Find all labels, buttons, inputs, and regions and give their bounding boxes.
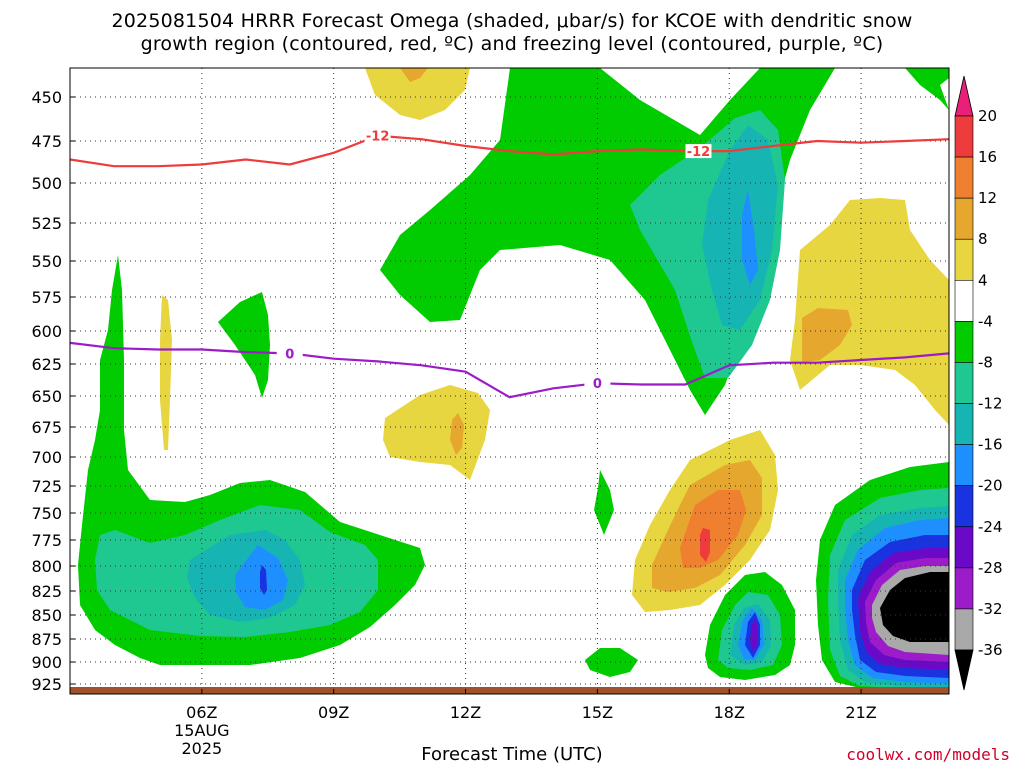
- omega-region-yellow: [365, 68, 470, 120]
- contour-label-bg: [685, 144, 712, 159]
- colorbar-tick-label: 16: [978, 148, 997, 166]
- chart-title-line-1: 2025081504 HRRR Forecast Omega (shaded, …: [111, 10, 913, 32]
- colorbar-tick-label: 8: [978, 230, 988, 248]
- colorbar-tick-label: -24: [978, 518, 1003, 536]
- y-tick-label: 925: [31, 675, 62, 694]
- colorbar-tick-label: -32: [978, 600, 1003, 618]
- y-tick-label: 750: [31, 504, 62, 523]
- colorbar-bin: [954, 321, 974, 363]
- contour-line: [70, 134, 949, 168]
- colorbar-tick-label: 4: [978, 271, 988, 289]
- colorbar-bin: [954, 485, 974, 528]
- omega-region-green: [585, 648, 638, 677]
- colorbar-bin: [954, 280, 974, 322]
- y-tick-label: 625: [31, 355, 62, 374]
- y-tick-label: 550: [31, 252, 62, 271]
- colorbar-bin: [954, 197, 974, 240]
- x-tick-label: 18Z: [714, 703, 745, 722]
- colorbar-top-arrow: [954, 75, 974, 117]
- isotherm-contours: -12 -12 0 0: [70, 128, 949, 399]
- colorbar-tick-label: -12: [978, 395, 1003, 413]
- omega-region-purple: [750, 618, 758, 652]
- contour-label-bg: [584, 376, 611, 391]
- y-tick-label: 850: [31, 606, 62, 625]
- y-tick-label: 450: [31, 88, 62, 107]
- colorbar-tick-label: -16: [978, 436, 1003, 454]
- x-tick-label: 06Z: [186, 703, 217, 722]
- y-tick-label: 600: [31, 322, 62, 341]
- colorbar-tick-label: -20: [978, 477, 1003, 495]
- contour-label-bg: [276, 346, 303, 361]
- colorbar-bin: [954, 608, 974, 651]
- colorbar-bin: [954, 444, 974, 486]
- y-axis-ticks: 450 475 500 525 550 575 600 625 650 675 700 725 750 7…: [31, 88, 75, 694]
- y-tick-label: 575: [31, 288, 62, 307]
- contour-line: [70, 341, 949, 399]
- omega-region-orange: [450, 413, 464, 455]
- omega-region-black: [880, 572, 949, 642]
- y-tick-label: 825: [31, 582, 62, 601]
- omega-region-darkblue: [260, 565, 267, 595]
- y-tick-label: 500: [31, 174, 62, 193]
- omega-region-orange: [400, 68, 428, 82]
- omega-region-yellow: [383, 385, 490, 480]
- y-tick-label: 725: [31, 477, 62, 496]
- credit-text: coolwx.com/models: [846, 745, 1010, 764]
- y-tick-label: 700: [31, 448, 62, 467]
- colorbar-bin: [954, 115, 974, 158]
- chart-title-line-2: growth region (contoured, red, ºC) and f…: [140, 33, 884, 55]
- y-tick-label: 800: [31, 557, 62, 576]
- colorbar-tick-label: -4: [978, 312, 993, 330]
- colorbar-tick-label: -8: [978, 353, 993, 371]
- omega-region-green: [218, 292, 270, 398]
- omega-region-cyan: [702, 125, 778, 330]
- y-tick-label: 675: [31, 418, 62, 437]
- colorbar-bin: [954, 362, 974, 404]
- omega-region-white: [940, 78, 949, 110]
- contour-label: -12: [687, 145, 711, 160]
- surface-strip: [70, 687, 949, 694]
- y-tick-label: 650: [31, 387, 62, 406]
- plot-frame: [69, 67, 950, 695]
- colorbar-tick-label: 12: [978, 189, 997, 207]
- colorbar-bin: [954, 156, 974, 199]
- x-tick-sublabel: 2025: [181, 739, 222, 758]
- colorbar-tick-label: -28: [978, 559, 1003, 577]
- omega-region-orange: [680, 490, 746, 568]
- x-tick-label: 09Z: [318, 703, 349, 722]
- y-tick-label: 525: [31, 214, 62, 233]
- omega-region-green: [905, 68, 949, 110]
- x-tick-label: 12Z: [450, 703, 481, 722]
- contour-label: 0: [285, 347, 294, 362]
- y-tick-label: 775: [31, 531, 62, 550]
- omega-region-blue: [742, 190, 758, 285]
- y-tick-label: 900: [31, 653, 62, 672]
- omega-region-yellow: [160, 295, 172, 450]
- colorbar-bin: [954, 526, 974, 569]
- omega-region-yellow: [790, 198, 949, 425]
- omega-region-orange: [802, 308, 852, 362]
- colorbar-bin: [954, 403, 974, 445]
- y-tick-label: 475: [31, 132, 62, 151]
- x-tick-sublabel: 15AUG: [174, 721, 229, 740]
- colorbar-tick-label: -36: [978, 641, 1003, 659]
- colorbar-bin: [954, 567, 974, 610]
- omega-region-green: [594, 470, 614, 535]
- contour-label: 0: [593, 377, 602, 392]
- colorbar: 20 16 12 8 4 -4 -8 -12 -16 -20 -24 -28 -32 -36: [954, 75, 1003, 691]
- x-tick-label: 15Z: [582, 703, 613, 722]
- contour-label-bg: [364, 128, 391, 143]
- colorbar-tick-label: 20: [978, 107, 997, 125]
- x-tick-label: 21Z: [845, 703, 876, 722]
- contour-label: -12: [366, 130, 390, 145]
- omega-region-red: [700, 528, 710, 562]
- omega-shading: [78, 68, 949, 694]
- x-axis-label: Forecast Time (UTC): [421, 744, 603, 765]
- colorbar-bottom-arrow: [954, 649, 974, 691]
- colorbar-bin: [954, 238, 974, 281]
- y-tick-label: 875: [31, 630, 62, 649]
